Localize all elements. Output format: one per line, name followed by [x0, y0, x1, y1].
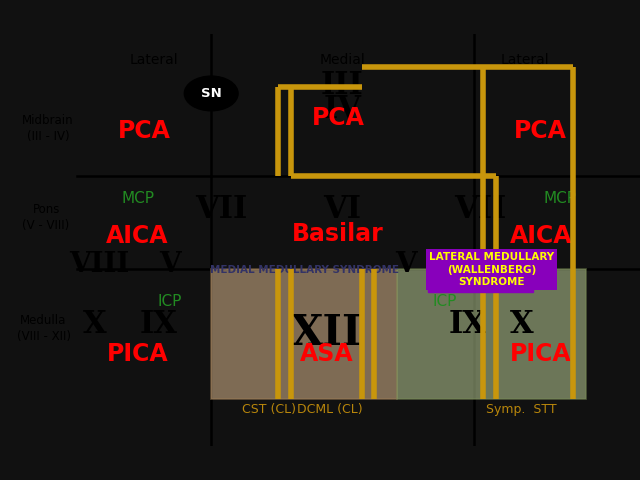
Bar: [397, 269, 586, 399]
Text: Lateral: Lateral: [129, 53, 178, 67]
Text: ICP: ICP: [157, 294, 182, 310]
Text: Midbrain
(III - IV): Midbrain (III - IV): [22, 114, 74, 143]
Text: VI: VI: [323, 193, 362, 225]
Text: VIII: VIII: [434, 251, 494, 278]
Text: SN: SN: [201, 87, 221, 100]
Text: Pons
(V - VIII): Pons (V - VIII): [22, 203, 70, 232]
Text: X: X: [83, 309, 107, 340]
Text: Lateral: Lateral: [500, 53, 549, 67]
Text: MCP: MCP: [121, 191, 154, 206]
Circle shape: [184, 76, 238, 111]
Text: Medial: Medial: [319, 53, 365, 67]
Text: X: X: [509, 309, 534, 340]
Bar: [211, 269, 397, 399]
Text: IV: IV: [323, 95, 362, 125]
Text: V: V: [396, 251, 417, 278]
Text: MCP: MCP: [543, 191, 577, 206]
Text: IX: IX: [140, 309, 178, 340]
Text: III: III: [321, 70, 364, 101]
Bar: [428, 270, 533, 292]
Text: VIII: VIII: [69, 251, 129, 278]
Text: PICA: PICA: [510, 342, 572, 366]
Text: IX: IX: [448, 309, 486, 340]
Text: AICA: AICA: [106, 224, 169, 248]
Text: V: V: [159, 251, 180, 278]
Text: AICA: AICA: [509, 224, 572, 248]
Text: VII: VII: [195, 193, 247, 225]
Text: DCML (CL): DCML (CL): [297, 403, 362, 416]
Text: PCA: PCA: [312, 106, 364, 130]
Text: PICA: PICA: [107, 342, 168, 366]
Text: XII: XII: [291, 312, 362, 354]
Text: LATERAL MEDULLARY
(WALLENBERG)
SYNDROME: LATERAL MEDULLARY (WALLENBERG) SYNDROME: [429, 252, 554, 288]
Text: PCA: PCA: [118, 119, 170, 143]
Text: CST (CL): CST (CL): [242, 403, 296, 416]
Text: Medulla
(VIII - XII): Medulla (VIII - XII): [17, 314, 70, 343]
Text: Symp.  STT: Symp. STT: [486, 403, 557, 416]
Text: Basilar: Basilar: [292, 222, 384, 246]
Text: ASA: ASA: [300, 342, 353, 366]
Text: ICP: ICP: [433, 294, 457, 310]
Text: MEDIAL MEDULLARY SYNDROME: MEDIAL MEDULLARY SYNDROME: [209, 265, 399, 275]
Text: VII: VII: [454, 193, 506, 225]
Text: PCA: PCA: [515, 119, 567, 143]
